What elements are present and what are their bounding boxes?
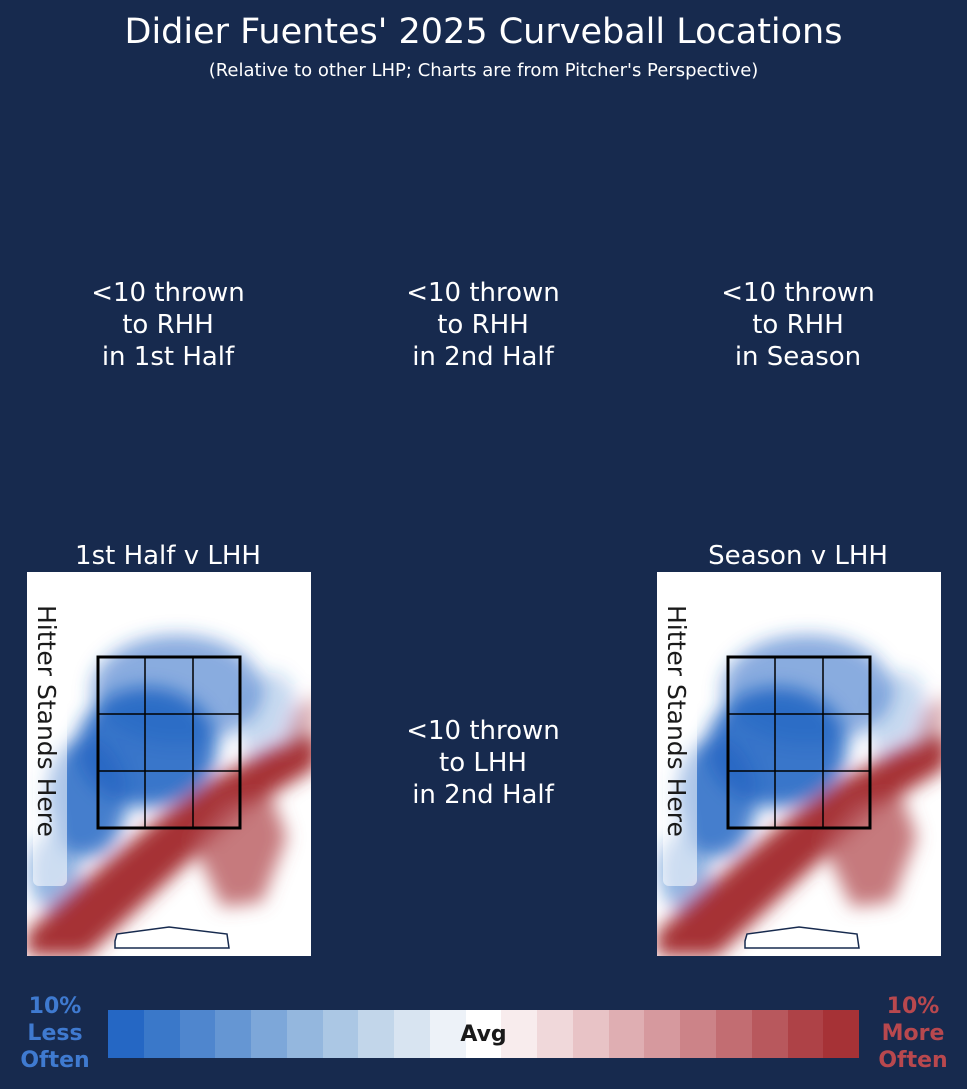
legend-swatch bbox=[429, 1010, 466, 1058]
hitter-label-box bbox=[33, 600, 67, 886]
note-lhh-2nd-half: <10 thrown to LHH in 2nd Half bbox=[406, 716, 560, 810]
legend-swatch bbox=[358, 1010, 395, 1058]
legend-swatch bbox=[823, 1010, 860, 1058]
panel-title-lhh-1st-half: 1st Half v LHH bbox=[75, 541, 261, 571]
legend-swatch bbox=[322, 1010, 359, 1058]
home-plate bbox=[114, 926, 230, 949]
legend-swatch bbox=[537, 1010, 573, 1058]
hitter-stands-label: Hitter Stands Here bbox=[32, 605, 61, 837]
legend-swatch bbox=[286, 1010, 323, 1058]
chart-subtitle: (Relative to other LHP; Charts are from … bbox=[208, 60, 759, 81]
legend-swatch bbox=[608, 1010, 645, 1058]
strike-zone bbox=[96, 655, 242, 830]
legend-swatch bbox=[572, 1010, 609, 1058]
heatmap-lhh-1st-half: Hitter Stands Here bbox=[27, 572, 311, 956]
panel-title-lhh-season: Season v LHH bbox=[708, 541, 888, 571]
legend-swatch bbox=[680, 1010, 717, 1058]
heatmap-fill bbox=[27, 635, 311, 956]
note-rhh-season: <10 thrown to RHH in Season bbox=[721, 278, 875, 372]
legend-swatch bbox=[394, 1010, 430, 1058]
home-plate bbox=[744, 926, 860, 949]
legend-swatch bbox=[143, 1010, 180, 1058]
heatmap-lhh-season: Hitter Stands Here bbox=[657, 572, 941, 956]
note-rhh-2nd-half: <10 thrown to RHH in 2nd Half bbox=[406, 278, 560, 372]
note-rhh-1st-half: <10 thrown to RHH in 1st Half bbox=[91, 278, 245, 372]
chart-title: Didier Fuentes' 2025 Curveball Locations bbox=[124, 12, 843, 52]
heatmap-fill bbox=[657, 635, 941, 956]
color-scale-bar bbox=[108, 1010, 860, 1058]
legend-swatch bbox=[215, 1010, 252, 1058]
legend-swatch bbox=[787, 1010, 824, 1058]
legend-swatch bbox=[751, 1010, 788, 1058]
legend-swatch bbox=[179, 1010, 216, 1058]
legend-more-often: 10% More Often bbox=[878, 994, 948, 1073]
hitter-label-box bbox=[663, 600, 697, 886]
legend-swatch bbox=[465, 1010, 502, 1058]
legend-swatch bbox=[644, 1010, 681, 1058]
strike-zone bbox=[726, 655, 872, 830]
legend-avg: Avg bbox=[460, 1021, 507, 1047]
legend-swatch bbox=[108, 1010, 144, 1058]
legend-swatch bbox=[716, 1010, 752, 1058]
legend-swatch bbox=[501, 1010, 538, 1058]
hitter-stands-label: Hitter Stands Here bbox=[662, 605, 691, 837]
legend-swatch bbox=[251, 1010, 287, 1058]
legend-less-often: 10% Less Often bbox=[20, 994, 90, 1073]
